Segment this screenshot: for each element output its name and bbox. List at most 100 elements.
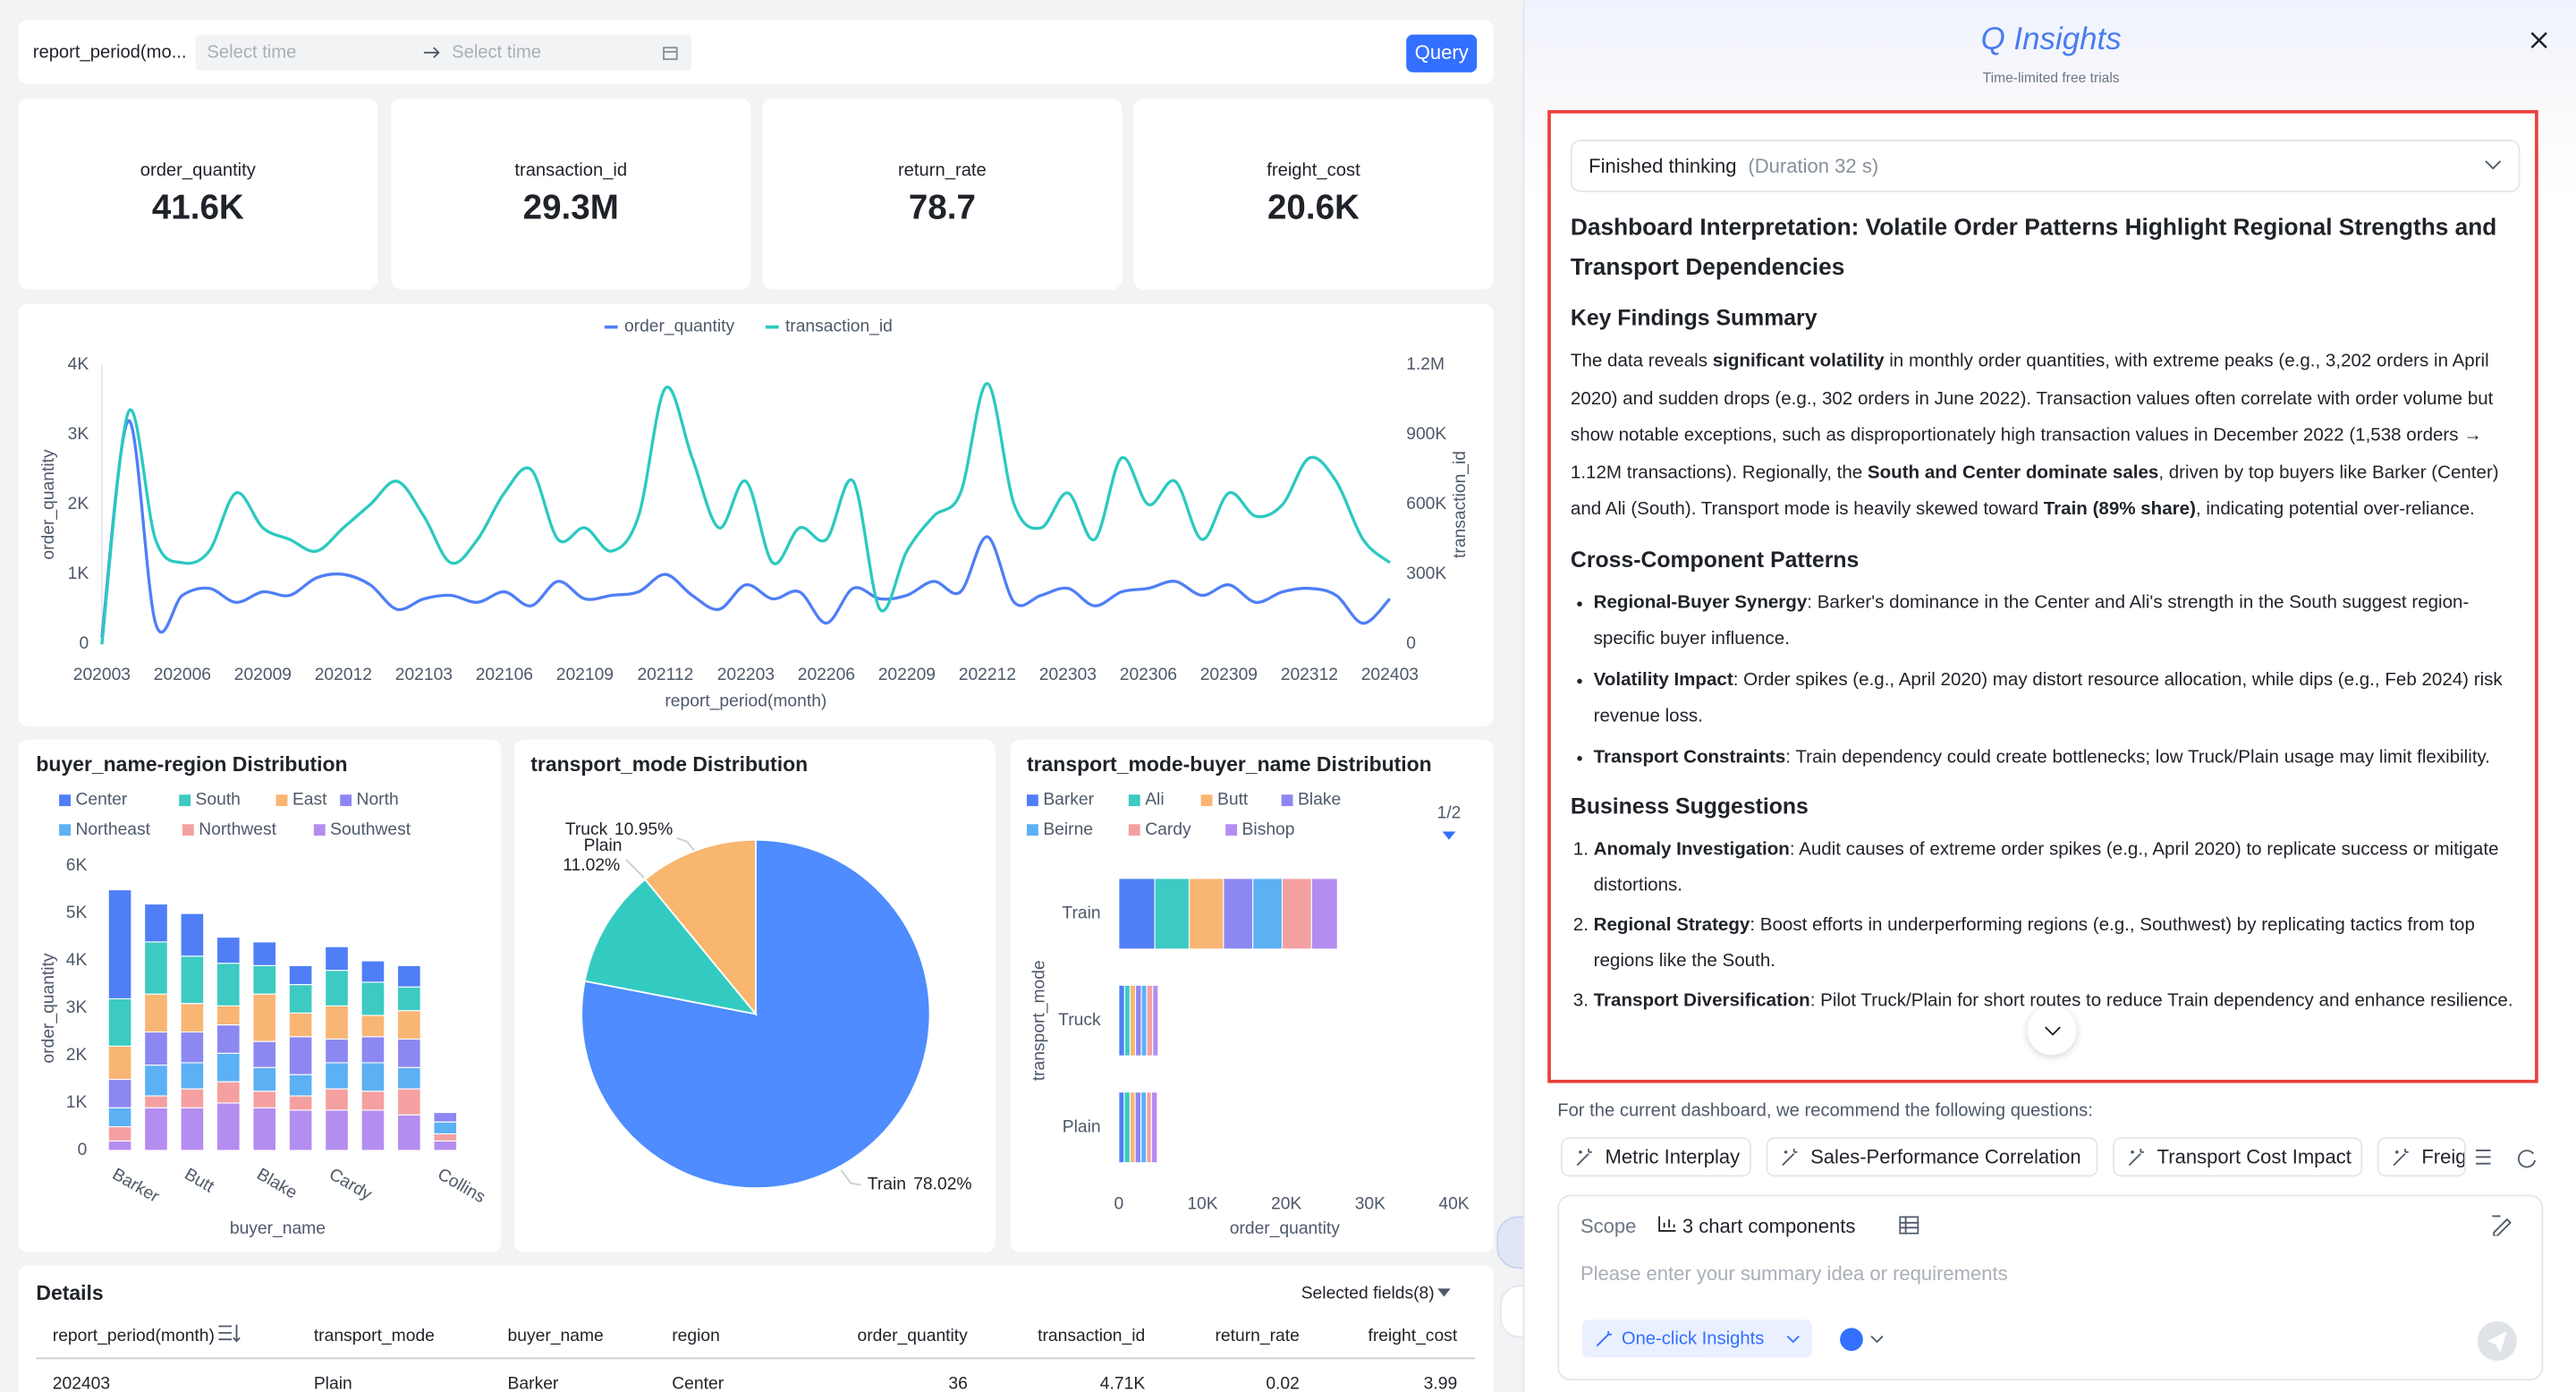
table-cell: 3.99 bbox=[1423, 1373, 1458, 1392]
scope-value[interactable]: 3 chart components bbox=[1682, 1214, 1856, 1238]
scope-label: Scope bbox=[1580, 1214, 1637, 1238]
column-header: buyer_name bbox=[507, 1326, 604, 1346]
fields-button[interactable]: Selected fields(8) bbox=[1301, 1283, 1435, 1303]
question-chip[interactable]: Freig bbox=[2377, 1137, 2466, 1177]
end-placeholder: Select time bbox=[452, 42, 542, 63]
stacked-bar-card bbox=[18, 739, 502, 1252]
chip-tools[interactable] bbox=[2474, 1147, 2539, 1170]
close-button[interactable] bbox=[2530, 31, 2548, 49]
caret bbox=[1437, 1288, 1451, 1297]
question-chip[interactable]: Transport Cost Impact bbox=[2113, 1137, 2363, 1177]
bullet-item: Regional-Buyer Synergy: Barker's dominan… bbox=[1577, 584, 2521, 657]
column-header: transport_mode bbox=[313, 1326, 435, 1346]
bold-text: Transport Constraints bbox=[1593, 746, 1786, 767]
input-box[interactable]: Scope 3 chart components Please enter yo… bbox=[1557, 1194, 2544, 1381]
panel-subtitle: Time-limited free trials bbox=[1982, 69, 2120, 86]
mode-button[interactable]: One-click Insights bbox=[1581, 1320, 1812, 1358]
numbered-item: Transport Diversification: Pilot Truck/P… bbox=[1594, 982, 2521, 1018]
kpi-label: order_quantity bbox=[140, 161, 256, 182]
text-run: The data reveals bbox=[1570, 352, 1713, 372]
header-rule bbox=[36, 1357, 1476, 1360]
numbered-list: Anomaly Investigation: Audit causes of e… bbox=[1571, 831, 2521, 1018]
table-cell: 4.71K bbox=[1099, 1373, 1146, 1392]
numbered-item: Anomaly Investigation: Audit causes of e… bbox=[1594, 831, 2521, 904]
start-placeholder: Select time bbox=[207, 42, 297, 63]
bold-text: significant volatility bbox=[1712, 352, 1885, 372]
mode-label: One-click Insights bbox=[1621, 1329, 1765, 1350]
insights-content: Finished thinking (Duration 32 s) Dashboa… bbox=[1570, 140, 2521, 1022]
column-header: freight_cost bbox=[1368, 1326, 1458, 1346]
scroll-down-button[interactable] bbox=[2027, 1006, 2077, 1056]
text-run: , driven by top buyers like Barker (Cent… bbox=[1570, 463, 2499, 520]
table-cell: Plain bbox=[313, 1373, 352, 1392]
thinking-bar[interactable]: Finished thinking (Duration 32 s) bbox=[1570, 140, 2521, 192]
kpi-card: freight_cost 20.6K bbox=[1133, 98, 1494, 290]
sparkle-icon bbox=[2128, 1149, 2144, 1167]
table-cell: 202403 bbox=[52, 1373, 111, 1392]
insights-heading: Dashboard Interpretation: Volatile Order… bbox=[1570, 215, 2497, 282]
sparkle-icon bbox=[1576, 1149, 1592, 1167]
insights-result: Finished thinking (Duration 32 s) Dashboa… bbox=[1547, 110, 2538, 1083]
column-header: order_quantity bbox=[857, 1326, 968, 1346]
date-range[interactable]: Select time Select time bbox=[195, 34, 692, 71]
text-run: : Barker's dominance in the Center and A… bbox=[1593, 592, 2470, 649]
text-run: in monthly order quantities, with extrem… bbox=[1570, 352, 2494, 483]
text-run: , indicating potential over-reliance. bbox=[2195, 499, 2475, 520]
details-card: Details Selected fields(8) report_period… bbox=[18, 1265, 1494, 1392]
query-button[interactable]: Query bbox=[1406, 34, 1478, 72]
thinking-status: Finished thinking bbox=[1589, 154, 1737, 177]
recommend-prompt: For the current dashboard, we recommend … bbox=[1557, 1100, 2093, 1121]
table-cell: Barker bbox=[507, 1373, 559, 1392]
edit-icon[interactable] bbox=[2490, 1215, 2512, 1236]
bold-text: Train (89% share) bbox=[2043, 499, 2196, 520]
kpi-label: freight_cost bbox=[1267, 161, 1360, 182]
chip-label: Metric Interplay bbox=[1605, 1145, 1741, 1169]
question-chip[interactable]: Sales-Performance Correlation bbox=[1766, 1137, 2098, 1177]
chip-label: Transport Cost Impact bbox=[2157, 1145, 2351, 1169]
text-run: : Pilot Truck/Plain for short routes to … bbox=[1809, 989, 2513, 1010]
text-run: : Boost efforts in underperforming regio… bbox=[1593, 914, 2475, 971]
bold-text: Volatility Impact bbox=[1593, 669, 1733, 690]
text-run: : Order spikes (e.g., April 2020) may di… bbox=[1593, 669, 2503, 726]
table-icon[interactable] bbox=[1899, 1216, 1919, 1235]
section-title: Business Suggestions bbox=[1570, 793, 1809, 818]
bold-text: Regional-Buyer Synergy bbox=[1593, 592, 1808, 613]
filter-bar: report_period(mo... Select time Select t… bbox=[18, 20, 1494, 84]
model-selector[interactable] bbox=[1838, 1327, 1884, 1353]
sparkle-icon bbox=[2393, 1149, 2409, 1167]
kpi-card: transaction_id 29.3M bbox=[391, 98, 751, 290]
kpi-value: 20.6K bbox=[1267, 189, 1360, 227]
section-title: Key Findings Summary bbox=[1570, 305, 1818, 331]
calendar-icon bbox=[663, 47, 678, 61]
insights-sections: Key Findings Summary The data reveals sig… bbox=[1571, 301, 2521, 1018]
pie-card bbox=[513, 739, 996, 1252]
question-chip[interactable]: Metric Interplay bbox=[1560, 1137, 1751, 1177]
column-header: report_period(month) bbox=[52, 1326, 215, 1346]
send-button[interactable] bbox=[2477, 1321, 2517, 1362]
thinking-duration: (Duration 32 s) bbox=[1748, 154, 1879, 177]
kpi-label: transaction_id bbox=[514, 161, 628, 182]
kpi-value: 29.3M bbox=[522, 189, 619, 227]
arrow-icon bbox=[423, 47, 440, 58]
kpi-label: return_rate bbox=[897, 161, 987, 182]
kpi-value: 78.7 bbox=[908, 189, 976, 227]
text-run: : Train dependency could create bottlene… bbox=[1785, 746, 2491, 767]
sort-icon[interactable] bbox=[218, 1324, 242, 1343]
bold-text: Transport Diversification bbox=[1593, 989, 1810, 1010]
input-placeholder: Please enter your summary idea or requir… bbox=[1580, 1261, 2008, 1286]
paragraph: The data reveals significant volatility … bbox=[1571, 344, 2521, 529]
bold-text: Regional Strategy bbox=[1593, 914, 1750, 935]
expand-icon bbox=[2485, 160, 2502, 170]
table-cell: 0.02 bbox=[1266, 1373, 1300, 1392]
bullet-item: Volatility Impact: Order spikes (e.g., A… bbox=[1577, 661, 2521, 734]
column-header: transaction_id bbox=[1038, 1326, 1146, 1346]
column-header: return_rate bbox=[1215, 1326, 1300, 1346]
kpi-value: 41.6K bbox=[151, 189, 244, 227]
kpi-card: return_rate 78.7 bbox=[762, 98, 1123, 290]
chip-label: Sales-Performance Correlation bbox=[1810, 1145, 2081, 1169]
filter-field: report_period(mo... bbox=[32, 42, 187, 63]
column-header: region bbox=[672, 1326, 720, 1346]
line-chart-card bbox=[18, 303, 1494, 726]
section-title: Cross-Component Patterns bbox=[1570, 546, 1860, 572]
